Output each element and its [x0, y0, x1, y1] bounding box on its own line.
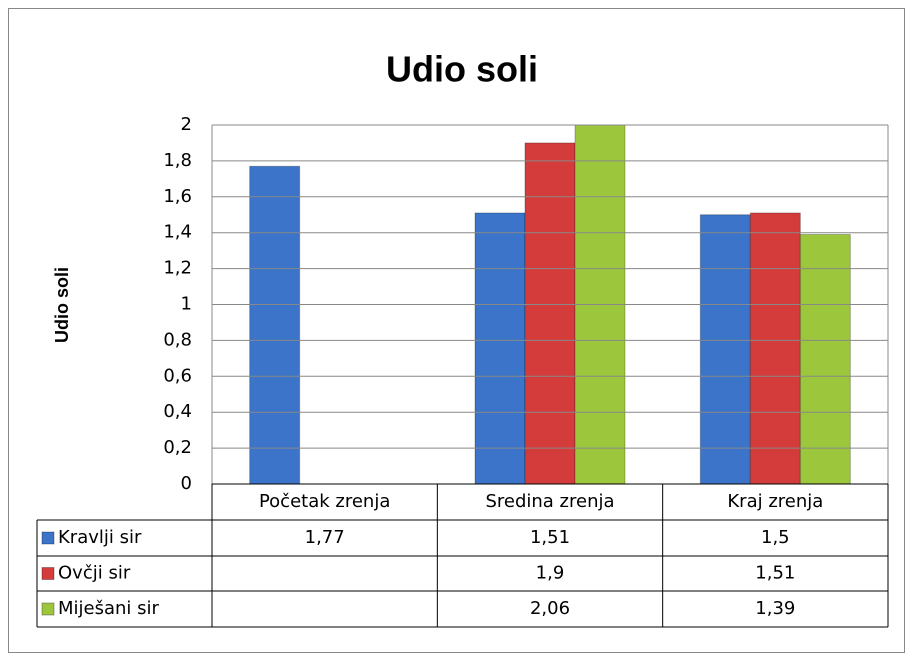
y-tick-label: 0,4 [163, 401, 192, 422]
chart-title: Udio soli [386, 49, 538, 90]
x-tick-label: Sredina zrenja [485, 491, 614, 512]
legend-key [41, 567, 55, 580]
y-tick-label: 1,2 [163, 258, 192, 279]
table-value: 1,51 [755, 563, 795, 584]
legend-key [41, 602, 55, 616]
x-tick-label: Kraj zrenja [727, 491, 823, 512]
table-value: 2,06 [530, 598, 570, 619]
bar [474, 212, 526, 484]
y-tick-label: 0,8 [163, 329, 192, 350]
y-axis-label: Udio soli [52, 267, 72, 343]
bar [249, 165, 301, 484]
legend-label: Kravlji sir [58, 527, 142, 548]
y-tick-label: 2 [181, 114, 192, 135]
y-tick-label: 0,6 [163, 365, 192, 386]
bar [799, 233, 851, 484]
bar [699, 214, 751, 484]
bar [749, 212, 801, 484]
y-tick-label: 0 [181, 473, 192, 494]
y-tick-label: 1,8 [163, 150, 192, 171]
legend-label: Miješani sir [58, 598, 160, 619]
table-value: 1,5 [761, 527, 790, 548]
y-tick-label: 1 [181, 294, 192, 315]
x-tick-label: Početak zrenja [259, 491, 390, 512]
y-tick-label: 0,2 [163, 437, 192, 458]
table-value: 1,51 [530, 527, 570, 548]
table-value: 1,9 [536, 563, 565, 584]
bar [574, 125, 626, 484]
legend-label: Ovčji sir [58, 563, 131, 584]
bar [524, 142, 576, 484]
plot-area [249, 125, 851, 484]
table-value: 1,77 [305, 527, 345, 548]
table-value: 1,39 [755, 598, 795, 619]
y-tick-label: 1,4 [163, 222, 192, 243]
legend-key [41, 531, 55, 545]
y-tick-label: 1,6 [163, 186, 192, 207]
